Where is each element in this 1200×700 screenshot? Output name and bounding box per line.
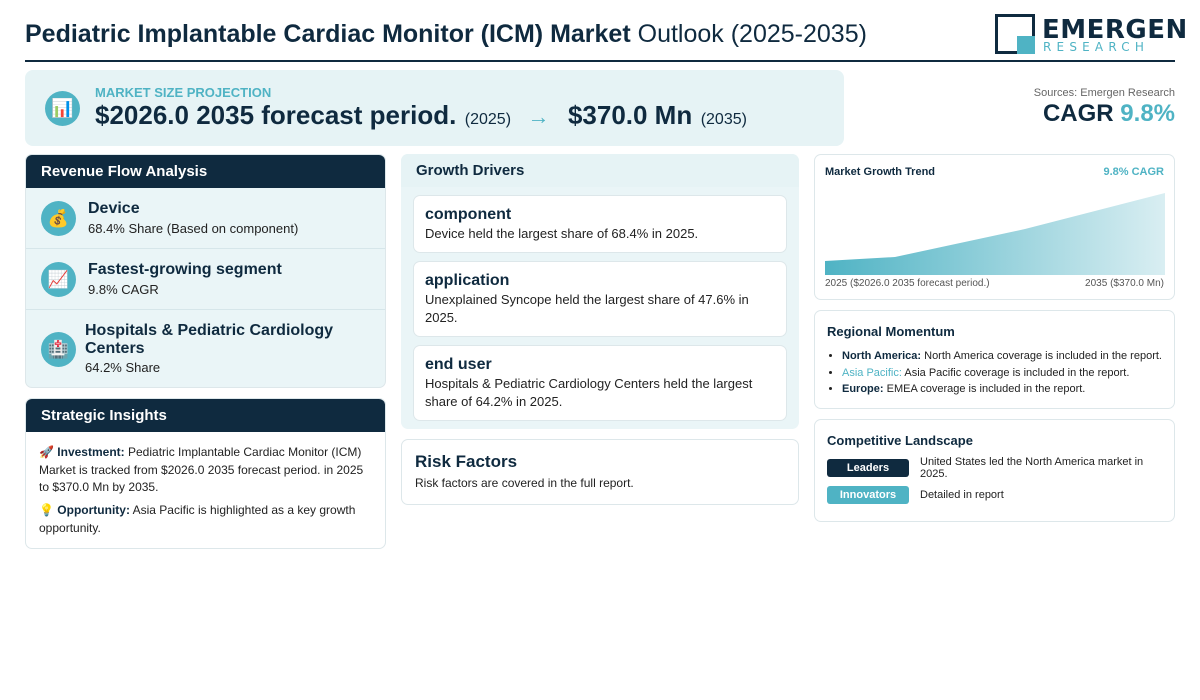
growth-driver-item: application Unexplained Syncope held the… — [413, 261, 787, 337]
innovators-text: Detailed in report — [920, 489, 1004, 501]
region-text: Asia Pacific coverage is included in the… — [904, 366, 1130, 379]
lightbulb-icon: 💡 — [39, 503, 54, 517]
bar-chart-icon: 📊 — [45, 91, 80, 126]
arrow-right-icon: → — [527, 104, 550, 129]
growth-driver-item: end user Hospitals & Pediatric Cardiolog… — [413, 345, 787, 421]
emergen-logo: EMERGEN RESEARCH — [995, 14, 1187, 56]
trend-area — [825, 193, 1165, 275]
projection-end-value: $370.0 Mn — [567, 100, 693, 130]
money-bag-icon: 💰 — [41, 201, 76, 236]
trend-title: Market Growth Trend — [825, 166, 936, 178]
logo-mark-icon — [995, 14, 1035, 54]
risk-factors-desc: Risk factors are covered in the full rep… — [415, 476, 634, 490]
growth-driver-desc: Device held the largest share of 68.4% i… — [425, 226, 699, 241]
risk-factors-title: Risk Factors — [415, 452, 518, 471]
hospital-icon: 🏥 — [41, 332, 76, 367]
growth-driver-item: component Device held the largest share … — [413, 195, 787, 253]
cagr-headline: CAGR 9.8% — [1043, 100, 1175, 128]
strategic-insights-card: Strategic Insights 🚀 Investment: Pediatr… — [25, 398, 386, 549]
region-name: Europe: — [842, 383, 884, 395]
projection-label: MARKET SIZE PROJECTION — [95, 85, 272, 100]
projection-start-value: $2026.0 2035 forecast period. — [95, 100, 457, 130]
regional-momentum-title: Regional Momentum — [827, 324, 955, 339]
investment-insight: 🚀 Investment: Pediatric Implantable Card… — [39, 444, 374, 497]
risk-factors-card: Risk Factors Risk factors are covered in… — [401, 439, 799, 505]
market-growth-trend-card: Market Growth Trend 9.8% CAGR 2025 ($202… — [814, 154, 1175, 300]
trend-chart-icon: 📈 — [41, 262, 76, 297]
leaders-text: United States led the North America mark… — [920, 456, 1144, 480]
logo-name: EMERGEN — [1042, 15, 1188, 45]
region-name: Asia Pacific: — [842, 366, 902, 379]
innovators-badge: Innovators — [827, 486, 909, 504]
page-header: Pediatric Implantable Cardiac Monitor (I… — [25, 12, 1187, 62]
growth-driver-title: application — [425, 272, 510, 289]
region-text: EMEA coverage is included in the report. — [886, 383, 1086, 395]
trend-end-label: 2035 ($370.0 Mn) — [1085, 278, 1164, 289]
revenue-item-sub: 68.4% Share (Based on component) — [88, 221, 299, 236]
revenue-item: 💰 Device 68.4% Share (Based on component… — [26, 188, 385, 249]
opportunity-label: Opportunity: — [57, 503, 130, 517]
strategic-insights-title: Strategic Insights — [26, 399, 385, 432]
investment-text: Pediatric Implantable Cardiac Monitor (I… — [39, 445, 364, 494]
revenue-flow-title: Revenue Flow Analysis — [26, 155, 385, 188]
sources-text: Sources: Emergen Research — [1033, 87, 1175, 99]
projection-value: $2026.0 2035 forecast period. (2025) → $… — [95, 100, 747, 131]
growth-driver-desc: Unexplained Syncope held the largest sha… — [425, 292, 749, 325]
projection-end-year: (2035) — [700, 111, 747, 128]
trend-cagr: 9.8% CAGR — [1103, 166, 1164, 178]
growth-driver-desc: Hospitals & Pediatric Cardiology Centers… — [425, 376, 753, 409]
projection-start-year: (2025) — [464, 111, 512, 128]
revenue-flow-card: Revenue Flow Analysis 💰 Device 68.4% Sha… — [25, 154, 386, 388]
list-item: Asia Pacific: Asia Pacific coverage is i… — [842, 365, 1172, 382]
competitive-landscape-card: Competitive Landscape Leaders United Sta… — [814, 419, 1175, 522]
growth-driver-title: end user — [425, 356, 492, 373]
page-title-rest: Outlook (2025-2035) — [637, 20, 867, 48]
opportunity-insight: 💡 Opportunity: Asia Pacific is highlight… — [39, 502, 374, 537]
regional-momentum-card: Regional Momentum North America: North A… — [814, 310, 1175, 409]
regional-list: North America: North America coverage is… — [842, 348, 1172, 398]
investment-label: Investment: — [57, 445, 125, 459]
list-item: North America: North America coverage is… — [842, 348, 1172, 365]
list-item: Europe: EMEA coverage is included in the… — [842, 381, 1172, 398]
revenue-item: 🏥 Hospitals & Pediatric Cardiology Cente… — [26, 310, 385, 387]
trend-area-chart — [825, 193, 1165, 275]
revenue-item-title: Fastest-growing segment — [88, 261, 282, 278]
revenue-item-title: Device — [88, 200, 140, 217]
region-text: North America coverage is included in th… — [924, 350, 1162, 362]
competitive-landscape-title: Competitive Landscape — [827, 433, 973, 448]
trend-start-label: 2025 ($2026.0 2035 forecast period.) — [825, 278, 990, 289]
growth-drivers-card: Growth Drivers component Device held the… — [401, 154, 799, 429]
market-size-projection: 📊 MARKET SIZE PROJECTION $2026.0 2035 fo… — [25, 70, 844, 146]
revenue-item: 📈 Fastest-growing segment 9.8% CAGR — [26, 249, 385, 310]
revenue-item-sub: 64.2% Share — [85, 360, 161, 375]
page-title: Pediatric Implantable Cardiac Monitor (I… — [25, 20, 867, 49]
rocket-icon: 🚀 — [39, 445, 54, 459]
cagr-label: CAGR — [1042, 100, 1114, 127]
revenue-item-title: Hospitals & Pediatric Cardiology Centers — [85, 322, 334, 357]
logo-sub: RESEARCH — [1043, 40, 1150, 54]
page-title-bold: Pediatric Implantable Cardiac Monitor (I… — [25, 20, 631, 48]
growth-drivers-title: Growth Drivers — [401, 154, 799, 187]
cagr-value: 9.8% — [1120, 100, 1175, 127]
revenue-item-sub: 9.8% CAGR — [88, 282, 159, 297]
opportunity-text: Asia Pacific is highlighted as a key gro… — [39, 503, 356, 535]
leaders-badge: Leaders — [827, 459, 909, 477]
growth-driver-title: component — [425, 206, 512, 223]
region-name: North America: — [842, 350, 922, 362]
